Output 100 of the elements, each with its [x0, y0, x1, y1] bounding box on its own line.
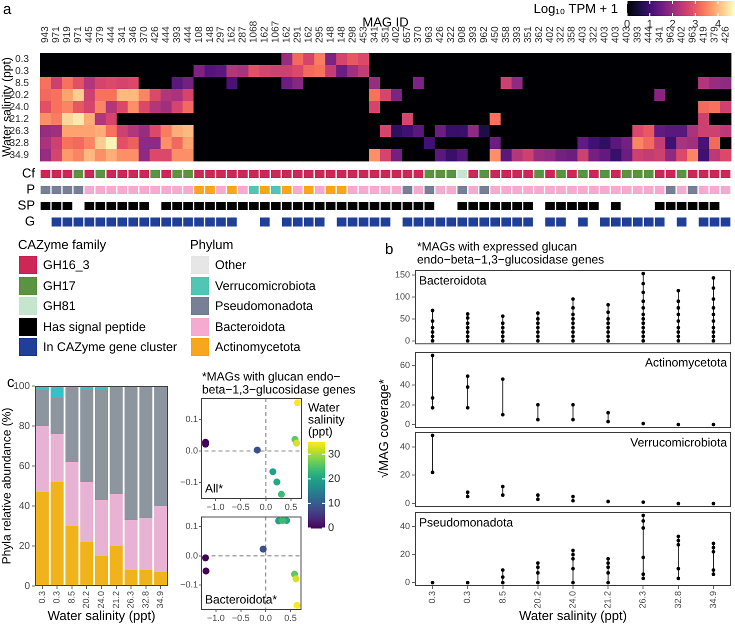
x-tick-label: 358: [566, 26, 578, 43]
y-tick-label: −0.1: [180, 579, 198, 590]
y-tick-label: 0.3: [15, 54, 30, 65]
x-tick-label: 148: [325, 26, 336, 43]
x-tick-label: 322: [446, 26, 458, 43]
x-tick-label: 298: [347, 26, 358, 43]
y-tick-label: 0.3: [15, 66, 30, 77]
y-tick-label: 0: [404, 335, 410, 346]
x-tick-label: 403: [610, 26, 622, 43]
x-tick-label: 453: [358, 26, 370, 43]
x-tick-label: 393: [632, 26, 644, 43]
legend-label: Other: [215, 257, 246, 274]
x-tick-label: 0.3: [52, 591, 62, 604]
x-tick-label: 403: [578, 26, 589, 43]
x-tick-label: 0.3: [36, 591, 47, 604]
legend-label: Actinomycetota: [215, 339, 300, 356]
x-tick-label: 8.5: [497, 591, 508, 604]
y-tick-label: 40: [400, 380, 410, 390]
x-tick-label: 402: [676, 26, 688, 43]
x-tick-label: 358: [500, 26, 512, 43]
x-tick-label: 402: [544, 26, 556, 43]
x-tick-label: 393: [468, 26, 479, 43]
x-tick-label: 962: [478, 26, 490, 43]
color-bar-label: 10: [328, 497, 340, 510]
legend-label: GH16_3: [43, 257, 90, 274]
chart-title: Verrucomicrobiota: [630, 435, 728, 450]
y-axis-title: Cf: [22, 166, 36, 181]
x-tick-label: 297: [216, 26, 227, 43]
y-tick-label: 0: [404, 498, 410, 508]
y-tick-label: 60: [400, 360, 410, 370]
chart-title: Actinomycetota: [644, 355, 728, 370]
x-tick-label: 24.0: [96, 591, 106, 609]
x-tick-label: 32.8: [672, 591, 683, 609]
x-tick-label: 341: [654, 26, 666, 43]
y-tick-label: 100: [13, 380, 30, 392]
legend-label: Has signal peptide: [43, 318, 146, 336]
x-tick-label: 963: [424, 26, 436, 43]
x-tick-label: 287: [238, 26, 249, 43]
x-tick-label: 21.2: [110, 591, 121, 609]
y-tick-label: 8.5: [15, 78, 30, 89]
x-tick-label: 32.8: [140, 591, 150, 609]
x-tick-label: 351: [522, 26, 534, 43]
chart-subtitle: *MAGs with glucan endo−beta−1,3−glucosidase genes: [202, 369, 356, 396]
y-tick-label: 0.0: [185, 445, 198, 456]
y-tick-label: 0.0: [185, 550, 198, 560]
x-tick-label: 26.3: [638, 591, 648, 609]
x-tick-label: 402: [391, 26, 402, 43]
y-tick-label: 40: [400, 521, 410, 532]
legend-label: Pseudomonadota: [215, 298, 313, 315]
x-tick-label: 322: [588, 26, 600, 43]
x-tick-label: 971: [73, 26, 84, 43]
y-tick-label: 0: [24, 580, 30, 592]
x-axis-title: Water salinity (ppt): [519, 608, 627, 623]
x-tick-label: 419: [698, 26, 710, 43]
x-tick-label: 444: [106, 26, 118, 43]
y-tick-label: 0.1: [185, 521, 198, 532]
x-tick-label: 444: [160, 26, 172, 43]
y-axis-title: P: [26, 182, 35, 197]
x-tick-label: −0.5: [232, 502, 250, 512]
y-tick-label: 0: [404, 577, 410, 588]
x-tick-label: 379: [95, 26, 106, 43]
y-axis-title: √MAG coverage*: [375, 378, 390, 478]
x-tick-label: 0.5: [284, 502, 298, 512]
color-bar-label: 30: [328, 448, 340, 460]
x-tick-label: 444: [643, 26, 654, 43]
color-bar-title: Water salinity (ppt): [308, 400, 345, 438]
x-tick-label: 20.2: [532, 591, 542, 609]
y-axis-title: G: [24, 214, 35, 229]
x-tick-label: 426: [720, 26, 732, 43]
x-tick-label: 295: [314, 26, 326, 43]
x-tick-label: 351: [380, 26, 392, 43]
text: Bacteroidota*: [205, 592, 278, 606]
legend-title: CAZyme family: [18, 237, 106, 253]
x-tick-label: 0.3: [462, 591, 472, 604]
y-tick-label: 20: [400, 470, 410, 480]
y-tick-label: −0.1: [180, 476, 198, 487]
chart-subtitle: *MAGs with expressed glucan endo−beta−1,3−glucosidase genes: [417, 239, 604, 266]
y-axis-title: Phyla relative abundance (%): [0, 408, 14, 564]
x-tick-label: 370: [413, 26, 424, 43]
x-tick-label: 26.3: [126, 591, 136, 609]
x-tick-label: 291: [292, 26, 304, 43]
chart-title: Bacteroidota: [419, 273, 487, 288]
x-tick-label: 0.5: [284, 612, 297, 623]
x-tick-label: 393: [172, 26, 183, 43]
x-tick-label: 971: [51, 26, 62, 43]
y-tick-label: 0: [404, 419, 410, 430]
y-tick-label: 20: [400, 549, 410, 560]
x-tick-label: 162: [260, 26, 271, 43]
x-tick-label: 426: [150, 26, 161, 43]
legend-label: In CAZyme gene cluster: [43, 339, 178, 356]
x-tick-label: 403: [622, 26, 633, 43]
text: c: [7, 374, 15, 392]
x-tick-label: −1.0: [206, 502, 224, 512]
y-tick-label: 20: [18, 540, 30, 552]
x-tick-label: 341: [369, 26, 380, 43]
x-tick-label: 426: [435, 26, 446, 43]
x-tick-label: 24.0: [567, 591, 578, 609]
x-tick-label: 1068: [248, 20, 260, 43]
chart-title: Pseudomonadota: [419, 515, 514, 530]
y-tick-label: 40: [400, 441, 410, 452]
